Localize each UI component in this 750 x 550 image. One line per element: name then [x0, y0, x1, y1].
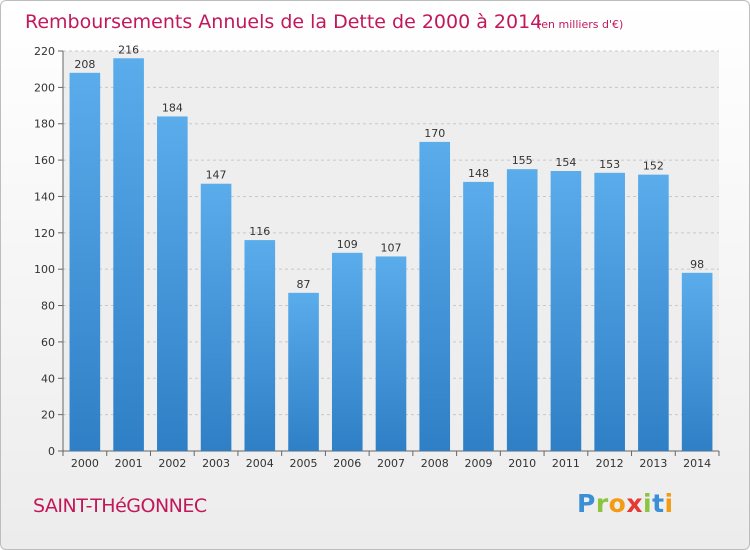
y-axis: 0 20 40 60 80 100 120 140 160 180 200 220: [34, 45, 63, 458]
x-axis: 2000 2001 2002 2003 2004 2005 2006 2007 2008 2009…: [62, 451, 720, 470]
y-tick-label: 20: [41, 409, 55, 422]
y-tick-label: 140: [34, 190, 55, 203]
y-tick-label: 40: [41, 372, 55, 385]
bar: [594, 172, 625, 451]
bar-value-label: 98: [690, 258, 704, 271]
logo-letter: i: [664, 489, 674, 518]
bar-value-label: 148: [468, 167, 489, 180]
x-tick-label: 2010: [508, 457, 536, 470]
x-tick-label: 2007: [377, 457, 405, 470]
bar: [69, 72, 101, 452]
logo-letter: t: [652, 489, 665, 518]
logo-letter: o: [608, 489, 627, 518]
x-tick-label: 2008: [421, 457, 449, 470]
commune-name: SAINT-THéGONNEC: [33, 495, 207, 517]
bar-value-label: 152: [643, 160, 664, 173]
bar: [157, 116, 188, 452]
bar-value-label: 87: [297, 278, 311, 291]
x-tick-label: 2000: [71, 457, 99, 470]
x-tick-label: 2001: [115, 457, 143, 470]
bar: [331, 252, 363, 451]
y-tick-label: 120: [34, 227, 55, 240]
bar-value-label: 208: [74, 58, 95, 71]
bar: [113, 58, 144, 451]
x-tick-label: 2005: [290, 457, 318, 470]
y-tick-label: 160: [34, 154, 55, 167]
bar-value-label: 154: [555, 156, 576, 169]
logo-letter: i: [643, 489, 653, 518]
bar: [638, 174, 669, 452]
logo-letter: x: [626, 489, 643, 518]
y-tick-label: 0: [48, 445, 55, 458]
y-tick-label: 60: [41, 336, 55, 349]
x-tick-label: 2014: [683, 457, 711, 470]
bar: [681, 272, 713, 451]
x-tick-label: 2004: [246, 457, 274, 470]
bar-value-label: 116: [249, 225, 270, 238]
y-tick-label: 180: [34, 118, 55, 131]
x-tick-label: 2011: [552, 457, 580, 470]
bars: 208 216 184 147 116 87 109 107 170 148 155 154 153 15…: [69, 43, 713, 452]
bar-value-label: 170: [424, 127, 445, 140]
chart-title: Remboursements Annuels de la Dette de 20…: [25, 11, 542, 33]
bar-value-label: 109: [337, 238, 358, 251]
bar-value-label: 153: [599, 158, 620, 171]
bar: [200, 183, 232, 451]
bar: [288, 292, 319, 451]
x-tick-label: 2013: [639, 457, 667, 470]
bar: [506, 169, 538, 451]
x-tick-label: 2009: [464, 457, 492, 470]
x-tick-label: 2003: [202, 457, 230, 470]
x-tick-label: 2006: [333, 457, 361, 470]
bar: [463, 181, 494, 451]
bar: [244, 240, 276, 451]
chart-subtitle: (en milliers d'€): [537, 18, 623, 31]
y-tick-label: 80: [41, 300, 55, 313]
bar-value-label: 184: [162, 101, 183, 114]
y-tick-label: 100: [34, 263, 55, 276]
logo-letter: P: [577, 489, 596, 518]
y-tick-label: 220: [34, 45, 55, 58]
bar: [375, 256, 407, 451]
logo-letter: r: [595, 489, 609, 518]
bar-value-label: 147: [206, 169, 227, 182]
y-tick-label: 200: [34, 81, 55, 94]
bar-value-label: 107: [381, 241, 402, 254]
x-tick-label: 2012: [596, 457, 624, 470]
x-tick-label: 2002: [158, 457, 186, 470]
proxiti-logo: Proxiti: [577, 489, 674, 518]
bar: [550, 171, 582, 451]
bar: [419, 141, 451, 451]
bar-value-label: 155: [512, 154, 533, 167]
bar-value-label: 216: [118, 43, 139, 56]
